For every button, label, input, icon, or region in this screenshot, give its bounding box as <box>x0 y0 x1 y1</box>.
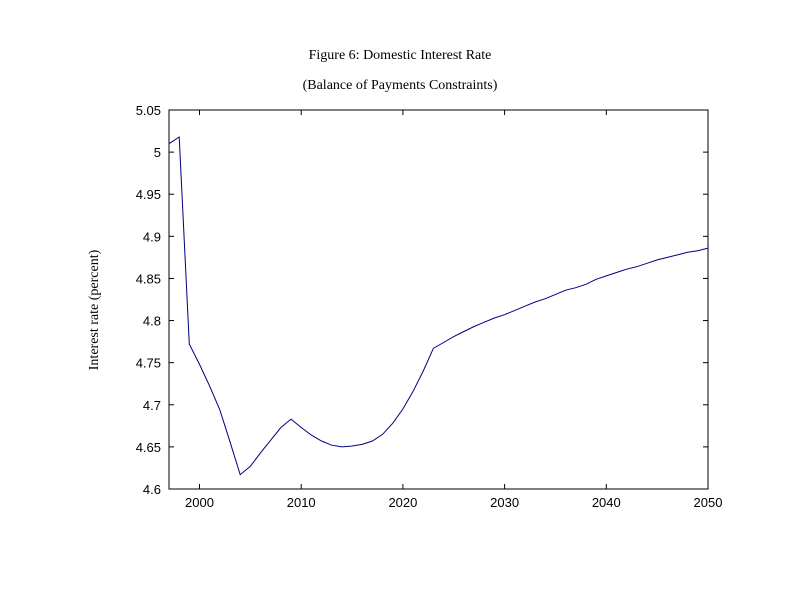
chart-subtitle: (Balance of Payments Constraints) <box>303 78 498 93</box>
y-tick-label: 5 <box>154 145 161 160</box>
y-tick-label: 4.6 <box>143 482 161 497</box>
interest-rate-line <box>168 136 709 476</box>
y-tick-label: 4.85 <box>136 271 161 286</box>
x-tick-label: 2030 <box>490 495 519 510</box>
x-tick-label: 2010 <box>287 495 316 510</box>
series-group <box>168 136 709 476</box>
x-tick-label: 2050 <box>694 495 723 510</box>
plot-area-frame <box>168 109 709 490</box>
y-axis-label: Interest rate (percent) <box>87 249 102 370</box>
tick-labels: 2000 2010 2020 2030 2040 2050 4.6 4.65 4.7 4.75 4.… <box>136 103 723 510</box>
y-tick-label: 4.65 <box>136 440 161 455</box>
y-tick-label: 5.05 <box>136 103 161 118</box>
x-tick-label: 2020 <box>388 495 417 510</box>
x-tick-label: 2000 <box>185 495 214 510</box>
x-tick-label: 2040 <box>592 495 621 510</box>
chart-title: Figure 6: Domestic Interest Rate <box>309 48 492 63</box>
y-tick-label: 4.95 <box>136 187 161 202</box>
axis-ticks <box>169 109 709 490</box>
y-tick-label: 4.9 <box>143 229 161 244</box>
y-tick-label: 4.75 <box>136 356 161 371</box>
y-tick-label: 4.8 <box>143 314 161 329</box>
y-tick-label: 4.7 <box>143 398 161 413</box>
